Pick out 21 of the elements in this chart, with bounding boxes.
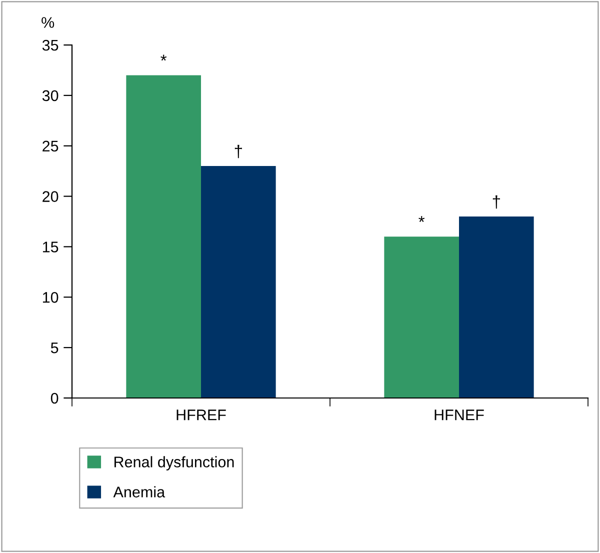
y-axis-title: % [42, 17, 54, 28]
bar [459, 216, 534, 398]
y-tick-label: 20 [42, 191, 58, 202]
bar [126, 75, 201, 398]
legend-label: Anemia [113, 486, 166, 498]
y-tick-label: 30 [42, 90, 58, 102]
y-tick-label: 25 [42, 140, 58, 152]
annotation: † [492, 195, 500, 209]
y-tick-label: 15 [42, 242, 58, 252]
bar [201, 166, 276, 398]
y-tick-label: 5 [50, 342, 58, 354]
y-tick-label: 0 [50, 392, 58, 404]
x-tick-label: HFNEF [434, 410, 484, 420]
bar [384, 236, 459, 398]
annotation: * [418, 216, 425, 222]
y-tick-label: 10 [42, 292, 58, 303]
annotation: * [160, 54, 167, 61]
x-tick-label: HFREF [176, 410, 226, 420]
annotation: † [234, 144, 242, 158]
y-tick-label: 35 [42, 40, 58, 51]
legend-label: Renal dysfunction [114, 456, 234, 470]
